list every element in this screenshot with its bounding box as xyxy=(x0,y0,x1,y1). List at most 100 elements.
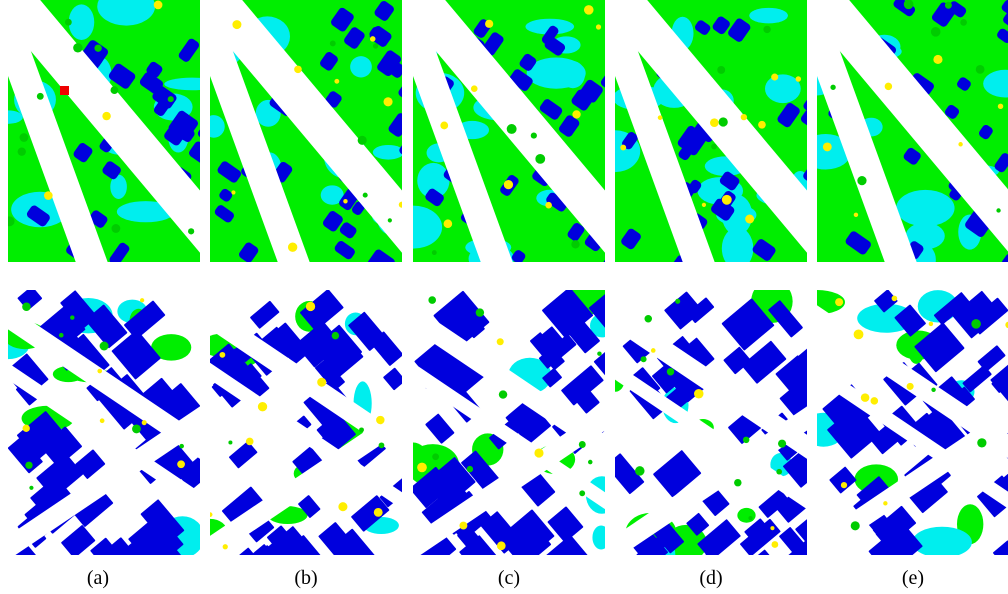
car xyxy=(740,114,748,121)
tree xyxy=(771,73,779,81)
tree xyxy=(417,462,427,473)
car xyxy=(110,86,119,95)
tree xyxy=(694,388,704,399)
road xyxy=(615,0,807,262)
car xyxy=(496,541,506,551)
segmentation-map xyxy=(210,0,402,262)
road xyxy=(817,290,1008,555)
car xyxy=(428,296,437,304)
building xyxy=(298,495,321,518)
building xyxy=(546,192,568,212)
vegetation-patch xyxy=(151,334,192,361)
building xyxy=(752,239,776,261)
building xyxy=(72,333,110,374)
car xyxy=(771,541,779,548)
road xyxy=(413,290,605,555)
building xyxy=(777,103,800,128)
tree xyxy=(140,298,145,303)
tree xyxy=(219,351,226,358)
building xyxy=(745,549,786,555)
car xyxy=(903,0,914,10)
segmentation-map xyxy=(413,0,605,262)
segmentation-map xyxy=(210,290,402,555)
building xyxy=(164,127,184,146)
tree xyxy=(734,478,742,487)
building xyxy=(977,345,1006,372)
building xyxy=(686,512,710,536)
tree xyxy=(1005,321,1008,329)
tree xyxy=(853,212,859,218)
tree xyxy=(177,460,185,469)
building xyxy=(542,368,562,388)
building xyxy=(40,426,82,467)
road xyxy=(210,0,402,262)
building xyxy=(239,242,259,262)
vegetation-patch xyxy=(560,61,585,89)
vegetation-patch xyxy=(210,115,225,138)
building xyxy=(374,1,394,21)
tree xyxy=(650,348,656,353)
car xyxy=(43,191,53,200)
building xyxy=(622,132,638,150)
building xyxy=(758,489,789,518)
car xyxy=(745,214,755,224)
building xyxy=(75,449,106,479)
segmentation-map xyxy=(8,0,200,262)
building xyxy=(251,545,278,555)
building xyxy=(695,20,711,35)
tree xyxy=(58,332,64,338)
vegetation-patch xyxy=(164,77,200,91)
tree xyxy=(470,85,478,92)
tree xyxy=(763,25,771,34)
tree xyxy=(891,295,898,302)
building xyxy=(229,441,258,469)
tree xyxy=(853,329,864,340)
tree xyxy=(997,103,1004,110)
building xyxy=(990,364,1008,409)
tree xyxy=(17,147,26,156)
building xyxy=(189,141,200,164)
car xyxy=(644,314,652,323)
building xyxy=(214,205,234,223)
building xyxy=(109,242,130,262)
building xyxy=(250,300,280,329)
building xyxy=(325,91,342,108)
building xyxy=(36,453,84,499)
car xyxy=(331,331,340,340)
building xyxy=(678,146,692,161)
car xyxy=(19,133,29,142)
vegetation-patch xyxy=(320,185,344,205)
vegetation-patch xyxy=(721,227,754,262)
building xyxy=(775,355,807,399)
building xyxy=(413,466,453,509)
building xyxy=(152,85,177,109)
car xyxy=(578,441,586,448)
tree xyxy=(257,402,268,412)
building xyxy=(868,538,898,555)
car xyxy=(545,201,552,209)
segmentation-map xyxy=(8,290,200,555)
building xyxy=(664,291,703,330)
building xyxy=(728,18,751,42)
building xyxy=(636,531,672,555)
tree xyxy=(343,199,348,204)
vegetation-patch xyxy=(983,69,1008,98)
road xyxy=(817,290,1008,555)
tree xyxy=(376,415,385,425)
car xyxy=(359,427,364,433)
road xyxy=(413,290,605,555)
tree xyxy=(383,97,393,107)
tree xyxy=(357,135,367,145)
building xyxy=(219,188,233,202)
building xyxy=(903,147,921,165)
vegetation-patch xyxy=(817,290,845,315)
car xyxy=(73,43,83,53)
building xyxy=(482,32,504,56)
building xyxy=(425,413,455,444)
vegetation-patch xyxy=(350,56,372,78)
car xyxy=(742,436,750,444)
car xyxy=(595,24,602,30)
building xyxy=(615,453,645,495)
building xyxy=(1001,253,1008,262)
car xyxy=(141,420,147,426)
